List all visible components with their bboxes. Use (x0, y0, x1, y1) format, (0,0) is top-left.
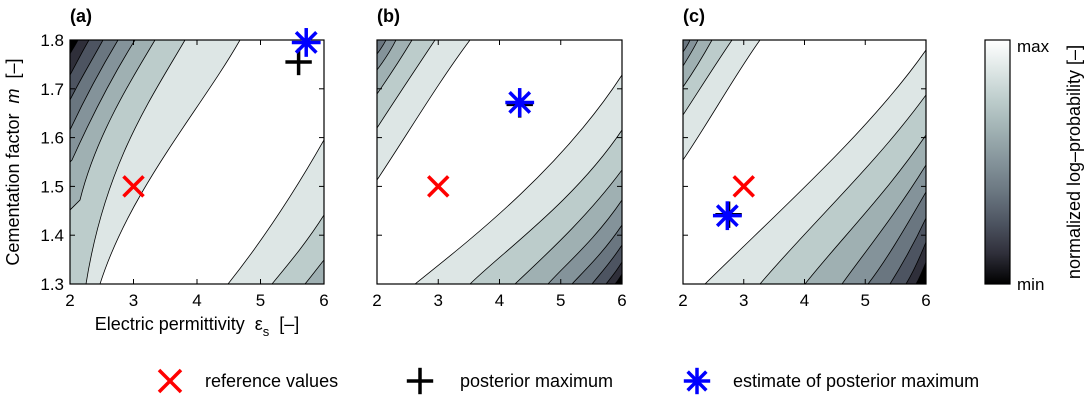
contour-fill-b (377, 40, 622, 284)
axis-ticks-a: 2 3 4 5 6 1.3 1.4 1.5 1.6 1.7 1.8 (40, 31, 328, 310)
x-tick-label: 4 (495, 291, 504, 310)
estimate-posterior-maximum-marker (505, 88, 535, 117)
x-tick-label: 2 (678, 291, 687, 310)
y-tick-label: 1.4 (40, 226, 64, 245)
x-tick-label: 6 (921, 291, 930, 310)
x-axis-label-unit: [–] (279, 314, 299, 334)
panel-b: 2 3 4 5 6 (b) (372, 6, 626, 310)
x-tick-label: 4 (800, 291, 809, 310)
x-tick-label: 4 (192, 291, 201, 310)
x-tick-label: 5 (861, 291, 870, 310)
estimate-posterior-maximum-marker (291, 28, 321, 57)
reference-value-marker (122, 175, 145, 198)
markers-a (122, 28, 321, 198)
y-axis-label-unit: [–] (3, 58, 23, 78)
y-axis-label-text: Cementation factor (3, 113, 23, 265)
x-axis-label-text: Electric permittivity (95, 314, 245, 334)
panel-label-a: (a) (70, 6, 92, 26)
y-tick-label: 1.7 (40, 80, 64, 99)
reference-value-marker (732, 175, 755, 198)
x-tick-label: 2 (372, 291, 381, 310)
y-tick-label: 1.5 (40, 177, 64, 196)
colorbar: max min normalized log–probability [–] (984, 37, 1084, 294)
estimate-posterior-maximum-marker (712, 201, 742, 231)
x-tick-label: 6 (319, 291, 328, 310)
legend-label: estimate of posterior maximum (733, 371, 979, 391)
x-axis-label: Electric permittivity εs [–] (95, 314, 300, 340)
x-tick-label: 3 (739, 291, 748, 310)
contour-band-b-br-8 (614, 273, 622, 284)
panel-label-c: (c) (683, 6, 705, 26)
contour-band-b-br-7 (605, 261, 622, 284)
colorbar-body (984, 39, 1011, 285)
legend-item-asterisk: estimate of posterior maximum (683, 367, 979, 395)
x-tick-label: 5 (256, 291, 265, 310)
axis-ticks-c: 2 3 4 5 6 (678, 39, 931, 310)
markers-b (427, 88, 535, 198)
panel-a: 2 3 4 5 6 1.3 1.4 1.5 1.6 1.7 1.8 (a) (40, 6, 328, 310)
x-tick-label: 3 (129, 291, 138, 310)
x-axis-label-symbol: ε (255, 314, 263, 334)
contour-fill-c (683, 40, 926, 284)
legend-item-x: reference values (157, 368, 338, 394)
y-axis-label-symbol: m (3, 88, 23, 103)
axis-ticks-b: 2 3 4 5 6 (372, 39, 627, 310)
y-axis-label: Cementation factor m [–] (3, 58, 23, 265)
x-axis-label-subscript: s (263, 324, 270, 339)
panel-label-b: (b) (377, 6, 400, 26)
contour-band-a-br-3 (304, 259, 324, 284)
contour-fill-a (70, 40, 324, 284)
legend-asterisk-icon (683, 367, 711, 395)
posterior-maximum-marker (285, 48, 312, 76)
colorbar-title: normalized log–probability [–] (1064, 45, 1084, 279)
legend-item-plus: posterior maximum (406, 367, 613, 395)
legend-plus-icon (406, 367, 434, 395)
x-tick-label: 3 (434, 291, 443, 310)
panel-c: 2 3 4 5 6 (c) (678, 6, 930, 310)
legend-label: reference values (205, 371, 338, 391)
y-tick-label: 1.6 (40, 129, 64, 148)
x-tick-label: 5 (556, 291, 565, 310)
contour-band-c-br-8 (915, 261, 926, 284)
legend: reference values posterior maximum estimat… (157, 367, 979, 395)
markers-c (712, 175, 755, 231)
colorbar-max-label: max (1017, 37, 1050, 56)
legend-x-icon (157, 368, 183, 394)
x-tick-label: 6 (617, 291, 626, 310)
y-tick-label: 1.3 (40, 275, 64, 294)
reference-value-marker (427, 175, 450, 198)
y-tick-label: 1.8 (40, 31, 64, 50)
colorbar-min-label: min (1017, 275, 1044, 294)
x-tick-label: 2 (65, 291, 74, 310)
legend-label: posterior maximum (460, 371, 613, 391)
